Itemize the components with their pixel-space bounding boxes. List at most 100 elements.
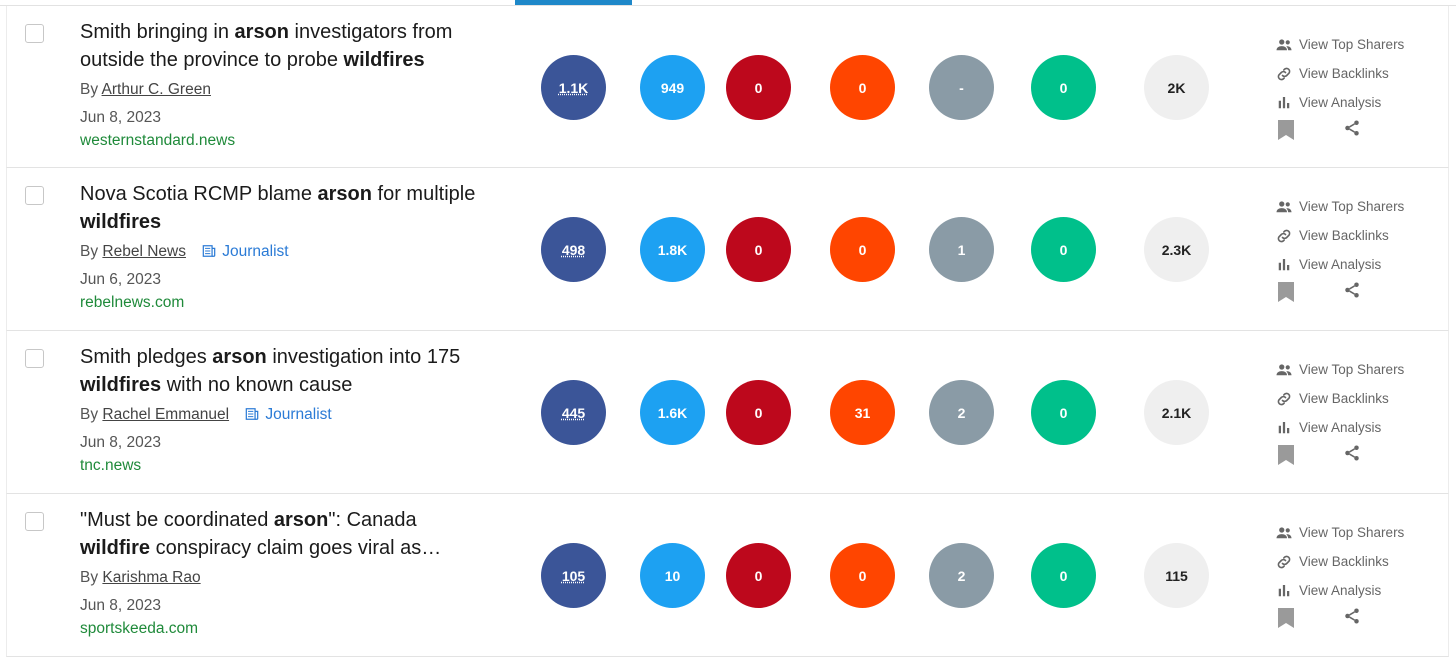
facebook-engagement-count[interactable]: 1.1K xyxy=(541,55,606,120)
journalist-badge[interactable]: Journalist xyxy=(245,406,332,423)
bookmark-icon[interactable] xyxy=(1277,444,1295,466)
bookmark-icon[interactable] xyxy=(1277,119,1295,141)
evergreen-score: - xyxy=(929,55,994,120)
view-backlinks-link[interactable]: View Backlinks xyxy=(1275,59,1404,88)
article-headline[interactable]: Smith pledges arson investigation into 1… xyxy=(80,343,490,399)
headline-keyword: arson xyxy=(234,21,289,43)
row-icon-actions xyxy=(1277,444,1387,466)
view-analysis-link[interactable]: View Analysis xyxy=(1275,88,1404,117)
by-label: By xyxy=(80,406,99,423)
headline-keyword: arson xyxy=(273,509,329,531)
twitter-share-count: 1.6K xyxy=(640,380,705,445)
view-top-sharers-link[interactable]: View Top Sharers xyxy=(1275,355,1404,384)
pinterest-share-count: 0 xyxy=(726,380,791,445)
share-icon[interactable] xyxy=(1343,607,1361,625)
table-row: Smith pledges arson investigation into 1… xyxy=(6,331,1449,494)
headline-keyword: wildfire xyxy=(80,537,151,559)
pinterest-share-count: 0 xyxy=(726,543,791,608)
action-label: View Backlinks xyxy=(1299,554,1389,569)
evergreen-score: 2 xyxy=(929,380,994,445)
bar-chart-icon xyxy=(1278,584,1290,596)
green-metric-count: 0 xyxy=(1031,543,1096,608)
facebook-engagement-count[interactable]: 498 xyxy=(541,217,606,282)
people-icon xyxy=(1276,526,1292,538)
share-icon[interactable] xyxy=(1343,444,1361,462)
row-actions: View Top Sharers View Backlinks View Ana… xyxy=(1275,355,1404,442)
action-label: View Top Sharers xyxy=(1299,362,1405,377)
view-top-sharers-link[interactable]: View Top Sharers xyxy=(1275,30,1404,59)
domain-link[interactable]: rebelnews.com xyxy=(80,294,185,311)
newspaper-icon xyxy=(246,408,259,420)
view-backlinks-link[interactable]: View Backlinks xyxy=(1275,547,1404,576)
journalist-badge[interactable]: Journalist xyxy=(202,243,289,260)
facebook-engagement-count[interactable]: 445 xyxy=(541,380,606,445)
byline: By Arthur C. Green xyxy=(80,81,211,99)
share-icon[interactable] xyxy=(1343,119,1361,137)
facebook-engagement-count[interactable]: 105 xyxy=(541,543,606,608)
share-icon[interactable] xyxy=(1343,281,1361,299)
link-icon xyxy=(1277,67,1291,80)
green-metric-count: 0 xyxy=(1031,217,1096,282)
people-icon xyxy=(1276,38,1292,50)
action-label: View Analysis xyxy=(1299,420,1382,435)
headline-text: with no known cause xyxy=(161,374,353,396)
twitter-share-count: 10 xyxy=(640,543,705,608)
byline: By Rachel Emmanuel Journalist xyxy=(80,406,332,424)
row-checkbox[interactable] xyxy=(25,349,44,368)
headline-text: for multiple xyxy=(371,183,476,205)
action-label: View Top Sharers xyxy=(1299,37,1405,52)
view-top-sharers-link[interactable]: View Top Sharers xyxy=(1275,192,1404,221)
twitter-share-count: 949 xyxy=(640,55,705,120)
view-backlinks-link[interactable]: View Backlinks xyxy=(1275,221,1404,250)
headline-keyword: arson xyxy=(212,346,267,368)
action-label: View Analysis xyxy=(1299,257,1382,272)
view-analysis-link[interactable]: View Analysis xyxy=(1275,250,1404,279)
domain-link[interactable]: westernstandard.news xyxy=(80,132,236,149)
headline-text: investigation into 175 xyxy=(266,346,461,368)
bookmark-icon[interactable] xyxy=(1277,607,1295,629)
publish-date: Jun 8, 2023 xyxy=(80,434,162,451)
article-headline[interactable]: Smith bringing in arson investigators fr… xyxy=(80,18,490,74)
author-link[interactable]: Rachel Emmanuel xyxy=(102,406,230,423)
bar-chart-icon xyxy=(1278,421,1290,433)
row-checkbox[interactable] xyxy=(25,24,44,43)
active-tab-indicator xyxy=(515,0,632,5)
domain-link[interactable]: tnc.news xyxy=(80,457,142,474)
twitter-share-count: 1.8K xyxy=(640,217,705,282)
pinterest-share-count: 0 xyxy=(726,217,791,282)
reddit-engagement-count: 31 xyxy=(830,380,895,445)
view-top-sharers-link[interactable]: View Top Sharers xyxy=(1275,518,1404,547)
bar-chart-icon xyxy=(1278,96,1290,108)
author-link[interactable]: Karishma Rao xyxy=(102,569,201,586)
author-link[interactable]: Rebel News xyxy=(102,243,186,260)
bar-chart-icon xyxy=(1278,258,1290,270)
table-row: Nova Scotia RCMP blame arson for multipl… xyxy=(6,168,1449,331)
publish-date: Jun 6, 2023 xyxy=(80,271,162,288)
action-label: View Top Sharers xyxy=(1299,525,1405,540)
green-metric-count: 0 xyxy=(1031,55,1096,120)
author-link[interactable]: Arthur C. Green xyxy=(101,81,211,98)
journalist-label: Journalist xyxy=(265,406,332,423)
table-row: "Must be coordinated arson": Canada wild… xyxy=(6,494,1449,657)
by-label: By xyxy=(80,81,99,98)
view-backlinks-link[interactable]: View Backlinks xyxy=(1275,384,1404,413)
view-analysis-link[interactable]: View Analysis xyxy=(1275,413,1404,442)
by-label: By xyxy=(80,243,99,260)
view-analysis-link[interactable]: View Analysis xyxy=(1275,576,1404,605)
article-headline[interactable]: Nova Scotia RCMP blame arson for multipl… xyxy=(80,180,490,236)
link-icon xyxy=(1277,392,1291,405)
domain-link[interactable]: sportskeeda.com xyxy=(80,620,199,637)
evergreen-score: 1 xyxy=(929,217,994,282)
action-label: View Backlinks xyxy=(1299,228,1389,243)
total-engagement-count: 2.3K xyxy=(1144,217,1209,282)
headline-text: Nova Scotia RCMP blame xyxy=(80,183,318,205)
results-list: Smith bringing in arson investigators fr… xyxy=(6,6,1449,657)
article-headline[interactable]: "Must be coordinated arson": Canada wild… xyxy=(80,506,490,562)
headline-keyword: arson xyxy=(317,183,372,205)
pinterest-share-count: 0 xyxy=(726,55,791,120)
row-checkbox[interactable] xyxy=(25,512,44,531)
reddit-engagement-count: 0 xyxy=(830,543,895,608)
bookmark-icon[interactable] xyxy=(1277,281,1295,303)
headline-text: "Must be coordinated xyxy=(80,509,274,531)
row-checkbox[interactable] xyxy=(25,186,44,205)
